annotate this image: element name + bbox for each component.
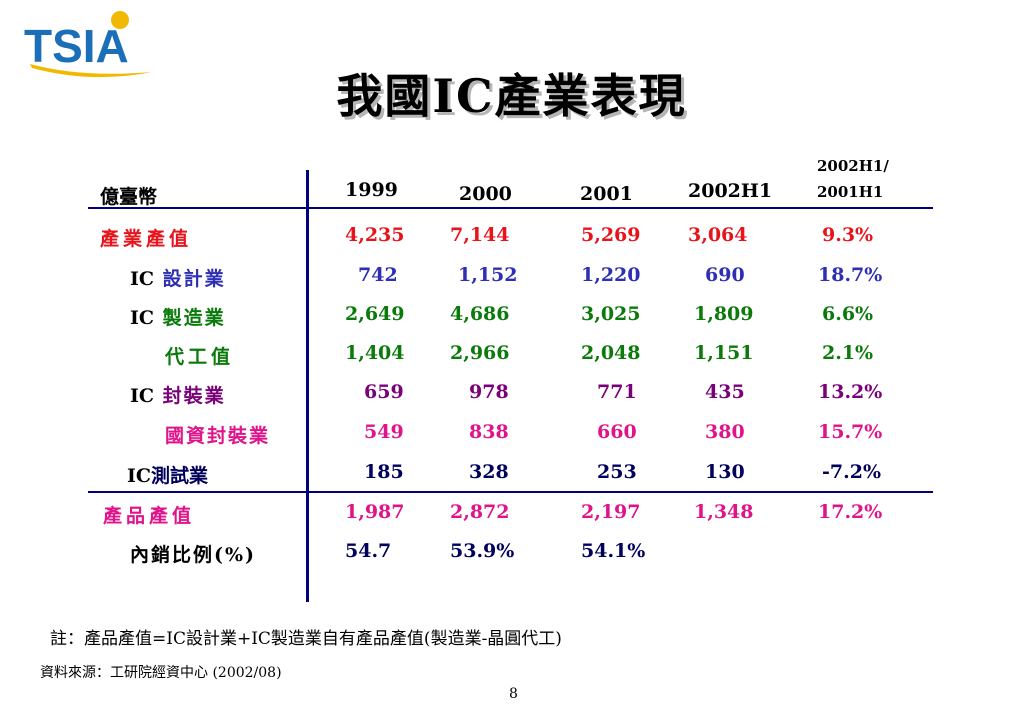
table-cell: 2,197 [581, 501, 641, 523]
table-cell: 9.3% [822, 224, 874, 246]
row-label: 國資封裝業 [165, 421, 270, 448]
table-cell: 660 [597, 421, 637, 443]
row-label: 產品產值 [103, 501, 195, 528]
row-label: 產業產值 [100, 224, 192, 251]
row-label-text: 封裝業 [154, 385, 226, 407]
table-cell: -7.2% [822, 461, 881, 483]
growth-header-line2: 2001H1 [817, 183, 884, 201]
year-header-2001: 2001 [580, 183, 633, 205]
table-cell: 253 [597, 461, 637, 483]
row-label-text: 測試業 [151, 465, 209, 487]
table-cell: 435 [705, 381, 745, 403]
unit-label: 億臺幣 [100, 186, 158, 208]
table-cell: 1,151 [694, 342, 754, 364]
table-cell: 4,235 [345, 224, 405, 246]
row-label: IC 封裝業 [130, 381, 226, 408]
slide-title: 我國IC產業表現 [336, 69, 687, 123]
table-cell: 1,987 [345, 501, 405, 523]
year-header-1999: 1999 [345, 179, 398, 201]
row-label: 代工值 [165, 342, 234, 369]
year-header-2002h1: 2002H1 [688, 180, 773, 202]
table-cell: 1,220 [581, 264, 641, 286]
table-cell: 328 [469, 461, 509, 483]
growth-header-line1: 2002H1/ [817, 157, 889, 175]
logo-text: TSIA [24, 20, 129, 72]
table-cell: 659 [364, 381, 404, 403]
footnote: 註：產品產值=IC設計業+IC製造業自有產品產值(製造業-晶圓代工) [50, 629, 562, 649]
row-label-text: 內銷比例(%) [130, 544, 257, 566]
table-cell: 549 [364, 421, 404, 443]
table-cell: 742 [358, 264, 398, 286]
row-label-text: 代工值 [165, 346, 235, 368]
table-cell: 1,152 [458, 264, 518, 286]
table-cell: 2,872 [450, 501, 510, 523]
table-cell: 2,966 [450, 342, 510, 364]
table-cell: 978 [469, 381, 509, 403]
row-label-prefix: IC [130, 307, 155, 329]
row-label-text: 製造業 [154, 307, 226, 329]
table-cell: 3,064 [688, 224, 748, 246]
table-cell: 53.9% [450, 540, 515, 562]
row-label: IC測試業 [127, 461, 208, 488]
table-cell: 2.1% [822, 342, 874, 364]
row-label-text: 產業產值 [100, 228, 193, 250]
year-header-2000: 2000 [459, 183, 512, 205]
row-label-text: 產品產值 [103, 505, 196, 527]
table-cell: 13.2% [818, 381, 883, 403]
table-cell: 838 [469, 421, 509, 443]
table-cell: 17.2% [818, 501, 883, 523]
row-label-prefix: IC [130, 385, 155, 407]
table-cell: 6.6% [822, 303, 874, 325]
table-cell: 54.1% [581, 540, 646, 562]
table-cell: 1,348 [694, 501, 754, 523]
table-cell: 130 [705, 461, 745, 483]
header-divider [88, 207, 933, 209]
tsia-logo: TSIA [22, 6, 192, 86]
row-label: IC 設計業 [130, 264, 226, 291]
section-divider [88, 491, 933, 493]
row-label-text: 國資封裝業 [165, 425, 271, 447]
table-cell: 185 [364, 461, 404, 483]
table-cell: 18.7% [818, 264, 883, 286]
table-cell: 54.7 [345, 540, 392, 562]
table-cell: 3,025 [581, 303, 641, 325]
row-label-text: 設計業 [154, 268, 226, 290]
table-cell: 5,269 [581, 224, 641, 246]
table-cell: 15.7% [818, 421, 883, 443]
table-cell: 690 [705, 264, 745, 286]
table-cell: 380 [705, 421, 745, 443]
table-cell: 1,809 [694, 303, 754, 325]
row-label: 內銷比例(%) [130, 540, 256, 567]
source-note: 資料來源：工研院經資中心 (2002/08) [40, 665, 282, 681]
table-cell: 771 [597, 381, 637, 403]
row-label-prefix: IC [130, 268, 155, 290]
table-vertical-divider [306, 170, 309, 602]
table-cell: 7,144 [450, 224, 510, 246]
table-cell: 2,048 [581, 342, 641, 364]
row-label: IC 製造業 [130, 303, 226, 330]
table-cell: 2,649 [345, 303, 405, 325]
row-label-prefix: IC [127, 465, 152, 487]
table-cell: 1,404 [345, 342, 405, 364]
table-cell: 4,686 [450, 303, 510, 325]
page-number: 8 [509, 686, 518, 702]
